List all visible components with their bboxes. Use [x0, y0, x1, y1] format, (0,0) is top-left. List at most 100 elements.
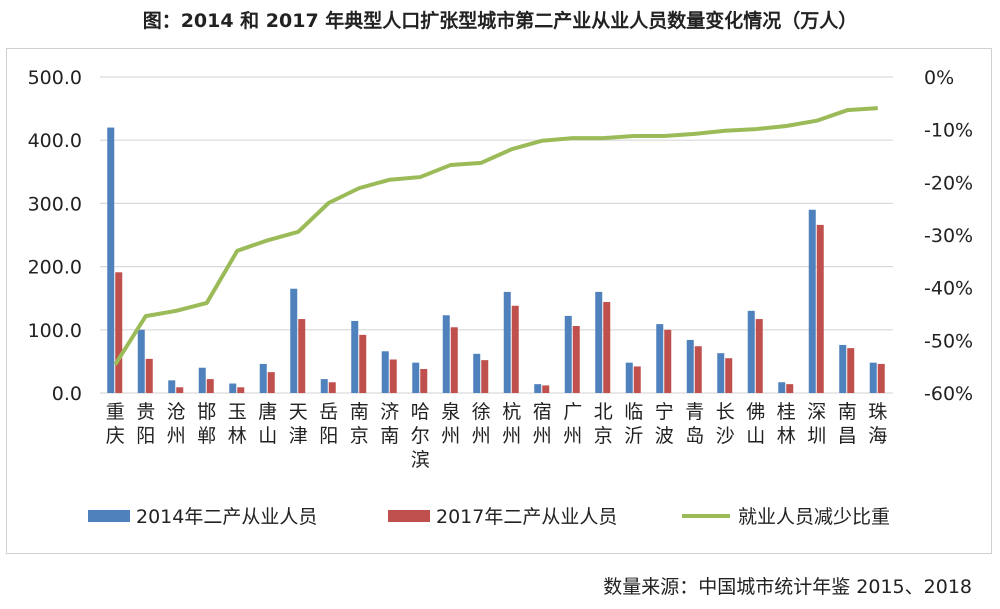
bar-2017 — [206, 379, 214, 393]
category-label: 佛 — [746, 401, 765, 423]
category-label: 滨 — [411, 449, 430, 471]
bar-2017 — [450, 327, 458, 393]
legend-label: 2014年二产从业人员 — [136, 506, 317, 528]
category-label: 圳 — [807, 425, 826, 447]
bar-2017 — [115, 272, 123, 393]
legend-label: 2017年二产从业人员 — [436, 506, 617, 528]
bar-2017 — [725, 358, 733, 393]
category-label: 沧 — [167, 401, 186, 423]
category-label: 山 — [746, 425, 765, 447]
category-label: 临 — [624, 401, 643, 423]
bar-2017 — [237, 387, 245, 393]
left-tick-label: 300.0 — [28, 193, 82, 215]
category-label: 京 — [594, 425, 613, 447]
bar-2017 — [389, 359, 397, 393]
line-series — [113, 106, 878, 366]
category-label: 唐 — [258, 401, 277, 423]
bar-2017 — [328, 382, 336, 393]
right-tick-label: -50% — [924, 330, 973, 352]
category-label: 州 — [502, 425, 521, 447]
right-tick-label: -60% — [924, 383, 973, 405]
legend-swatch — [388, 510, 430, 522]
chart-frame — [6, 48, 992, 554]
category-label: 深 — [807, 401, 826, 423]
bar-2014 — [320, 379, 328, 393]
category-label: 尔 — [411, 425, 430, 447]
bar-2017 — [359, 334, 367, 393]
category-label: 阳 — [136, 425, 155, 447]
bar-2017 — [420, 368, 428, 393]
bar-2014 — [107, 127, 115, 393]
bar-2014 — [534, 384, 542, 393]
bar-2014 — [229, 383, 237, 393]
bar-2014 — [198, 367, 206, 393]
bar-2014 — [290, 288, 298, 393]
category-label: 玉 — [228, 401, 247, 423]
right-tick-label: -40% — [924, 278, 973, 300]
bar-2017 — [145, 358, 153, 393]
legend-swatch — [88, 510, 130, 522]
category-label: 邯 — [197, 401, 216, 423]
category-label: 南 — [838, 401, 857, 423]
legend-label: 就业人员减少比重 — [738, 506, 890, 528]
category-label: 郸 — [197, 425, 216, 447]
bar-2017 — [633, 366, 641, 393]
category-label: 天 — [289, 401, 308, 423]
category-label: 庆 — [106, 425, 125, 447]
right-tick-label: -10% — [924, 120, 973, 142]
category-label: 海 — [868, 425, 887, 447]
bar-2014 — [259, 363, 267, 393]
category-label: 岳 — [319, 401, 338, 423]
category-label: 杭 — [502, 401, 521, 423]
category-label: 桂 — [777, 401, 796, 423]
category-label: 州 — [167, 425, 186, 447]
category-label: 珠 — [868, 401, 887, 423]
category-label: 沙 — [716, 425, 735, 447]
bar-2014 — [442, 315, 450, 393]
chart-title: 图：2014 和 2017 年典型人口扩张型城市第二产业从业人员数量变化情况（万… — [142, 10, 858, 32]
category-label: 沂 — [624, 425, 643, 447]
category-label: 泉 — [441, 401, 460, 423]
bar-2017 — [481, 360, 489, 393]
bar-2014 — [168, 380, 176, 393]
right-tick-label: -30% — [924, 225, 973, 247]
bar-2014 — [839, 344, 847, 393]
bar-2017 — [603, 301, 611, 393]
bar-2017 — [572, 326, 580, 393]
bar-2014 — [686, 339, 694, 393]
bar-2017 — [786, 384, 794, 393]
left-tick-label: 200.0 — [28, 257, 82, 279]
source-note: 数量来源：中国城市统计年鉴 2015、2018 — [603, 576, 972, 598]
bar-2017 — [511, 305, 519, 393]
category-label: 林 — [228, 425, 247, 447]
bar-2014 — [717, 353, 725, 393]
category-label: 州 — [533, 425, 552, 447]
bar-2014 — [381, 351, 389, 393]
category-label: 林 — [777, 425, 796, 447]
left-tick-label: 400.0 — [28, 130, 82, 152]
bar-2017 — [877, 363, 885, 393]
bar-2014 — [595, 291, 603, 393]
category-label: 北 — [594, 401, 613, 423]
bar-2017 — [847, 348, 855, 393]
category-label: 济 — [380, 401, 399, 423]
bar-2017 — [542, 385, 550, 393]
bar-2014 — [412, 362, 420, 393]
bar-2014 — [137, 329, 145, 393]
bar-2014 — [625, 362, 633, 393]
bar-2014 — [351, 320, 359, 393]
bar-2017 — [664, 329, 672, 393]
category-label: 南 — [350, 401, 369, 423]
category-label: 宿 — [533, 401, 552, 423]
category-label: 津 — [289, 425, 308, 447]
bar-2017 — [298, 319, 306, 393]
category-label: 哈 — [411, 401, 430, 423]
category-label: 岛 — [685, 425, 704, 447]
bar-2017 — [816, 224, 824, 393]
bar-2017 — [694, 346, 702, 393]
category-label: 长 — [716, 401, 735, 423]
category-label: 贵 — [136, 401, 155, 423]
category-label: 宁 — [655, 401, 674, 423]
bar-2014 — [869, 362, 877, 393]
